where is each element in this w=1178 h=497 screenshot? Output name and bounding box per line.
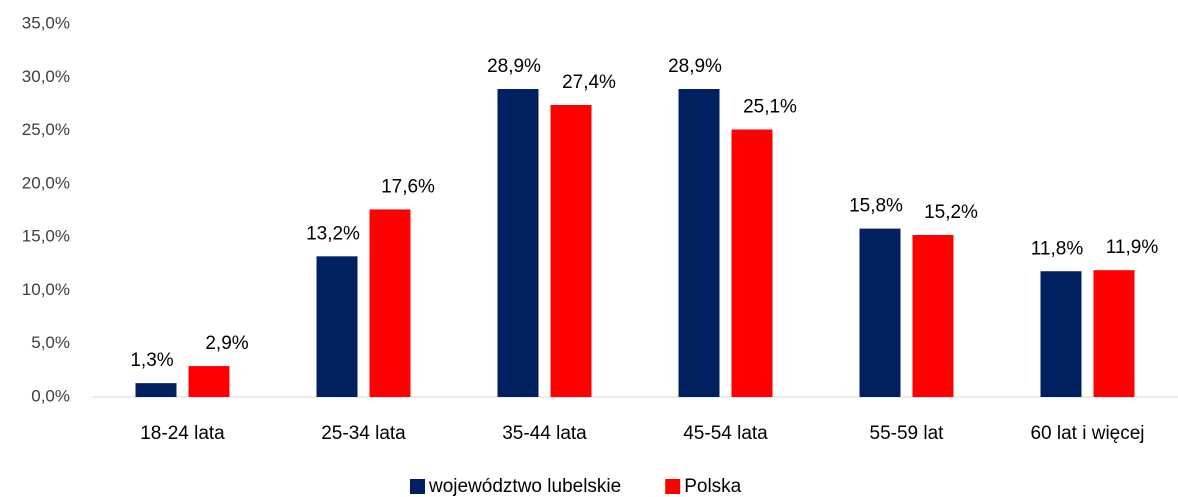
legend-swatch (410, 479, 425, 494)
bar (497, 89, 539, 397)
data-label: 2,9% (205, 333, 248, 354)
bar (859, 228, 901, 397)
y-tick-label: 15,0% (22, 227, 70, 246)
x-tick-label: 45-54 lata (683, 423, 768, 444)
bar (912, 235, 954, 397)
x-tick-label: 60 lat i więcej (1030, 423, 1144, 444)
data-label: 11,9% (1106, 237, 1159, 258)
bar (188, 366, 230, 397)
data-label: 15,8% (849, 196, 903, 217)
y-tick-label: 25,0% (22, 120, 70, 139)
legend-label: województwo lubelskie (428, 476, 621, 497)
bar (550, 104, 592, 397)
y-tick-label: 0,0% (31, 386, 70, 405)
bar (1040, 271, 1082, 397)
data-label: 15,2% (924, 202, 978, 223)
x-tick-label: 55-59 lat (870, 423, 945, 444)
data-label: 28,9% (668, 56, 722, 77)
y-tick-label: 10,0% (22, 280, 70, 299)
legend-label: Polska (684, 476, 741, 497)
bar (731, 129, 773, 397)
legend-swatch (665, 479, 681, 494)
bar (135, 383, 177, 397)
data-label: 13,2% (306, 223, 360, 244)
x-tick-label: 18-24 lata (140, 423, 225, 444)
bar (316, 256, 358, 397)
y-tick-label: 5,0% (31, 333, 70, 352)
bar (678, 89, 720, 397)
data-label: 28,9% (487, 56, 541, 77)
data-label: 1,3% (130, 350, 173, 371)
data-label: 17,6% (381, 176, 435, 197)
bar (1093, 270, 1135, 397)
y-tick-label: 20,0% (22, 173, 70, 192)
data-label: 25,1% (743, 97, 797, 118)
bar (369, 209, 411, 397)
data-label: 11,8% (1031, 238, 1084, 259)
y-tick-label: 30,0% (22, 67, 70, 86)
data-label: 27,4% (562, 72, 616, 93)
x-tick-label: 25-34 lata (321, 423, 406, 444)
x-tick-label: 35-44 lata (502, 423, 587, 444)
y-tick-label: 35,0% (22, 13, 70, 32)
